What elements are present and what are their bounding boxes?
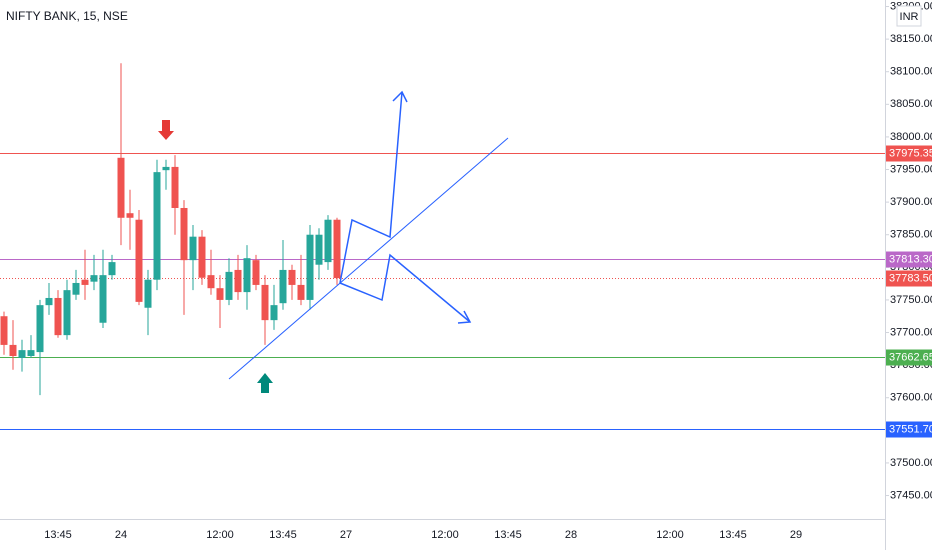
x-tick-label: 13:45 <box>719 529 747 541</box>
trend-line <box>228 137 509 380</box>
candle-body <box>243 258 251 293</box>
candle-body <box>18 350 26 358</box>
up-arrow-marker <box>257 373 273 393</box>
candle-body <box>180 207 188 261</box>
price-level-badge <box>886 349 932 366</box>
currency-label: INR <box>900 11 919 23</box>
price-level-label: 37551.70 <box>889 423 932 435</box>
candle-body <box>171 166 179 208</box>
candle-body <box>279 269 287 304</box>
y-tick-label: 37500.00 <box>890 457 932 469</box>
candle-body <box>117 157 125 218</box>
candle-body <box>63 290 71 336</box>
candle-body <box>72 282 80 295</box>
symbol-title: NIFTY BANK, 15, NSE <box>6 9 128 23</box>
currency-box <box>896 5 922 27</box>
candle-body <box>27 350 35 356</box>
x-tick-label: 13:45 <box>494 529 522 541</box>
candle-body <box>270 305 278 321</box>
x-tick-label: 27 <box>340 529 352 541</box>
candle-body <box>198 236 206 278</box>
candle-body <box>0 316 8 345</box>
y-tick-label: 38150.00 <box>890 33 932 45</box>
candle-body <box>189 236 197 261</box>
candle-body <box>99 275 107 323</box>
price-level-badge <box>886 421 932 438</box>
x-tick-label: 24 <box>115 529 127 541</box>
y-tick-label: 38000.00 <box>890 131 932 143</box>
price-level-badge <box>886 251 932 268</box>
x-tick-label: 12:00 <box>656 529 684 541</box>
y-tick-label: 37600.00 <box>890 392 932 404</box>
candle-body <box>207 275 215 289</box>
plot-area <box>0 63 885 430</box>
candle-body <box>135 219 143 302</box>
candle-body <box>306 234 314 300</box>
candle-body <box>297 284 305 300</box>
candle-body <box>126 213 134 218</box>
down-arrow-marker <box>158 120 174 140</box>
candle-body <box>225 271 233 300</box>
candle-body <box>36 305 44 353</box>
candle-body <box>216 288 224 300</box>
price-level-label: 37662.65 <box>889 351 932 363</box>
candle-body <box>315 234 323 265</box>
candle-body <box>288 269 296 285</box>
price-level-badge <box>886 145 932 162</box>
price-level-label: 37975.35 <box>889 147 932 159</box>
candle-body <box>9 344 17 356</box>
drawings <box>228 90 509 380</box>
up-arrowhead <box>392 90 408 103</box>
price-axis: 38200.0038150.0038100.0038050.0038000.00… <box>885 0 932 501</box>
y-tick-label: 37850.00 <box>890 229 932 241</box>
y-tick-label: 37950.00 <box>890 163 932 175</box>
candle-body <box>261 284 269 321</box>
down-arrowhead <box>457 310 472 324</box>
x-tick-label: 13:45 <box>269 529 297 541</box>
candle-body <box>234 269 242 293</box>
x-tick-label: 29 <box>790 529 802 541</box>
x-tick-label: 12:00 <box>206 529 234 541</box>
candle-body <box>153 172 161 280</box>
candle-body <box>333 219 341 279</box>
candle-body <box>90 275 98 282</box>
candle-body <box>108 262 116 276</box>
candle-body <box>252 260 260 285</box>
price-level-label: 37783.50 <box>889 272 932 284</box>
x-tick-label: 28 <box>565 529 577 541</box>
candle-body <box>81 279 89 285</box>
y-tick-label: 37450.00 <box>890 489 932 501</box>
price-level-label: 37813.30 <box>889 253 932 265</box>
y-tick-label: 38100.00 <box>890 66 932 78</box>
candle-body <box>162 166 170 171</box>
candle-body <box>144 279 152 308</box>
up-path <box>339 91 403 284</box>
candle-body <box>324 219 332 263</box>
y-tick-label: 37750.00 <box>890 294 932 306</box>
x-tick-label: 12:00 <box>431 529 459 541</box>
candle-body <box>45 297 53 306</box>
candle-body <box>54 297 62 336</box>
y-tick-label: 38050.00 <box>890 98 932 110</box>
y-tick-label: 37900.00 <box>890 196 932 208</box>
y-tick-label: 37700.00 <box>890 326 932 338</box>
price-level-badge <box>886 270 932 287</box>
x-tick-label: 13:45 <box>44 529 72 541</box>
down-path <box>339 253 471 323</box>
